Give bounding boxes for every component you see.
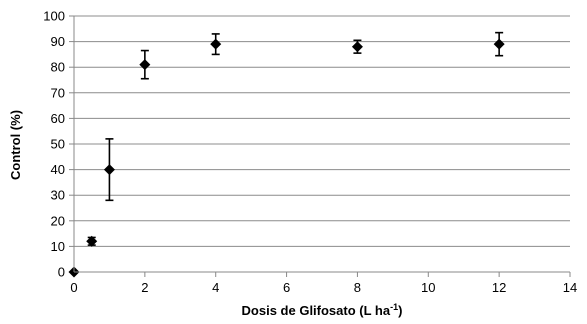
data-point-5: [351, 41, 363, 53]
data-point-1: [86, 235, 98, 247]
x-tick-label-14: 14: [563, 280, 577, 295]
y-tick-label-0: 0: [58, 265, 65, 280]
x-axis-title-main: Dosis de Glifosato (L ha: [242, 303, 391, 318]
y-tick-label-40: 40: [51, 162, 65, 177]
y-tick-labels: 0 10 20 30 40 50 60 70 80 90 100: [43, 9, 65, 280]
y-gridlines: [69, 15, 571, 277]
y-tick-label-60: 60: [51, 111, 65, 126]
x-tick-label-12: 12: [492, 280, 506, 295]
y-tick-label-50: 50: [51, 137, 65, 152]
x-tick-label-8: 8: [354, 280, 361, 295]
y-tick-label-30: 30: [51, 188, 65, 203]
x-tick-label-10: 10: [421, 280, 435, 295]
y-tick-label-70: 70: [51, 85, 65, 100]
y-axis-title: Control (%): [8, 110, 23, 180]
data-point-4: [210, 38, 222, 50]
x-axis-title-sup: -1: [390, 302, 398, 312]
y-tick-label-20: 20: [51, 213, 65, 228]
data-point-6: [493, 38, 505, 50]
x-axis-title: Dosis de Glifosato (L ha-1): [242, 302, 403, 318]
x-tick-label-6: 6: [283, 280, 290, 295]
x-tick-label-0: 0: [70, 280, 77, 295]
data-point-3: [139, 59, 151, 71]
y-tick-label-80: 80: [51, 60, 65, 75]
y-tick-label-100: 100: [43, 9, 65, 24]
x-tick-labels: 0 2 4 6 8 10 12 14: [70, 280, 577, 295]
x-axis-title-close: ): [398, 303, 402, 318]
x-tick-label-2: 2: [141, 280, 148, 295]
x-tick-label-4: 4: [212, 280, 219, 295]
y-tick-label-90: 90: [51, 34, 65, 49]
data-points: [68, 38, 505, 278]
data-point-2: [103, 164, 115, 176]
y-tick-label-10: 10: [51, 239, 65, 254]
